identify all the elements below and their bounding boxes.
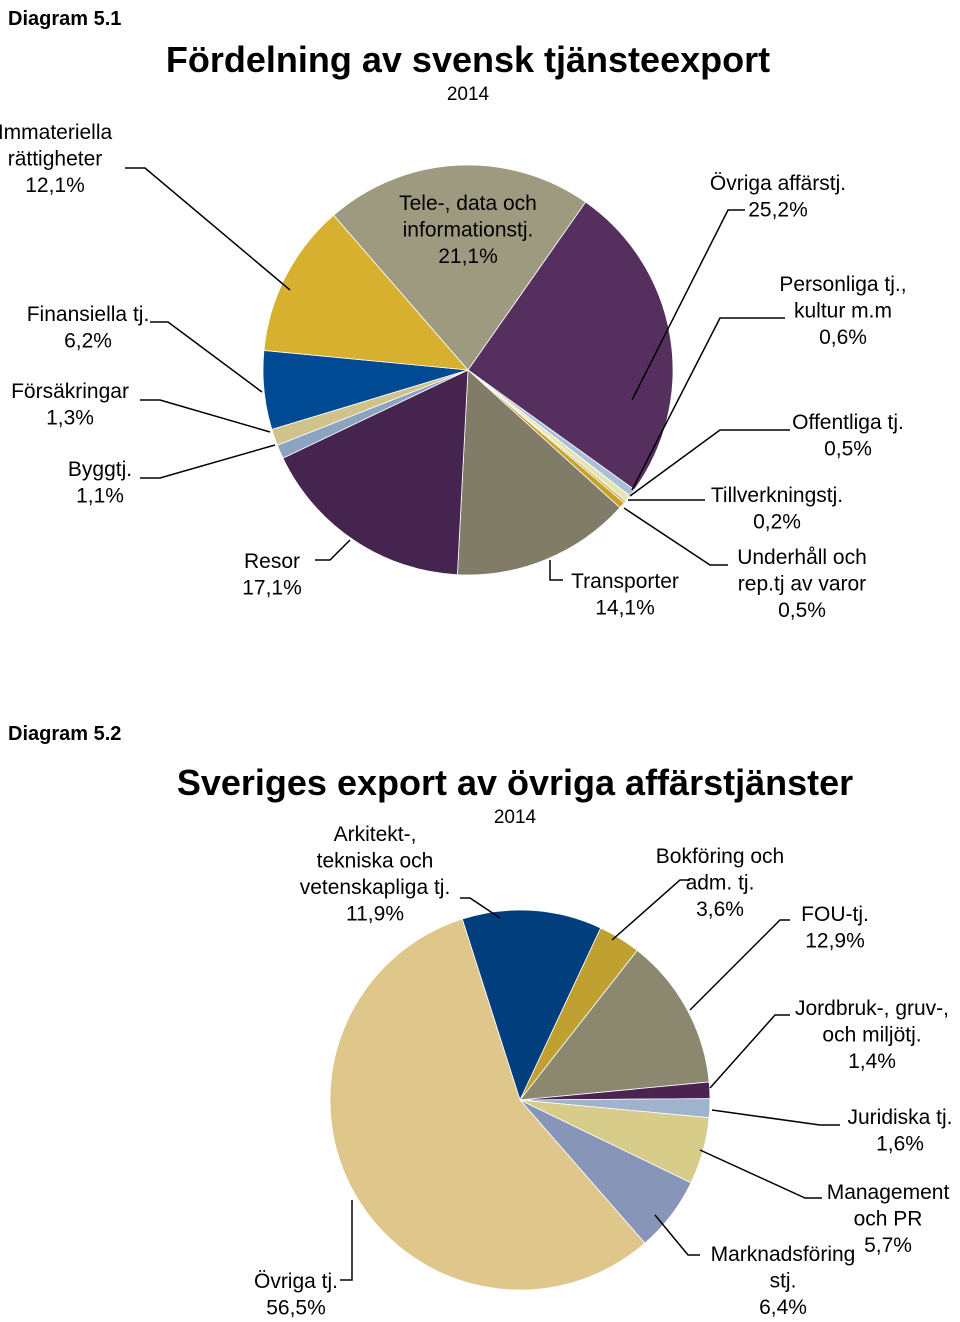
slice-label: Övriga tj.: [254, 1270, 338, 1293]
slice-label: Resor: [244, 550, 300, 573]
value-label: 1,4%: [848, 1050, 896, 1073]
pie-slice: [467, 201, 674, 491]
value-label: 17,1%: [242, 577, 302, 600]
slice-label: Personliga tj., kultur m.m: [779, 273, 906, 323]
leader-line: [711, 1109, 840, 1126]
leader-line: [631, 209, 745, 401]
value-label: 12,1%: [25, 174, 85, 197]
value-label: 3,6%: [696, 898, 744, 921]
value-label: 5,7%: [864, 1234, 912, 1257]
leader-line: [611, 879, 690, 941]
slice-label: FOU-tj.: [801, 903, 869, 926]
slice-label: Tele-, data och informationstj.: [399, 192, 537, 242]
pie-slice: [282, 369, 469, 576]
figure-label: Diagram 5.2: [8, 723, 121, 745]
leader-line: [654, 1214, 700, 1256]
leader-line: [315, 539, 351, 561]
slice-label: Marknadsföring stj.: [711, 1243, 856, 1293]
value-label: 1,3%: [46, 407, 94, 430]
slice-label: Jordbruk-, gruv-, och miljötj.: [795, 997, 949, 1047]
slice-label: Transporter: [571, 570, 679, 593]
chart-title: Sveriges export av övriga affärstjänster: [177, 762, 853, 803]
value-label: 25,2%: [748, 199, 808, 222]
value-label: 1,6%: [876, 1133, 924, 1156]
pie-slice: [456, 369, 621, 576]
slice-label: Försäkringar: [11, 380, 129, 403]
value-label: 11,9%: [346, 903, 404, 926]
pie-slice: [333, 164, 587, 371]
pie-slice: [461, 909, 602, 1102]
value-label: 12,9%: [805, 930, 865, 953]
value-label: 0,5%: [824, 438, 872, 461]
leader-line: [460, 897, 501, 919]
leader-line: [140, 444, 276, 479]
slice-label: Immateriella rättigheter: [0, 121, 112, 171]
pie-slice: [329, 918, 646, 1291]
leader-line: [140, 399, 271, 433]
pie-slice: [263, 214, 469, 371]
leader-line: [549, 560, 563, 581]
slice-label: Tillverkningstj.: [711, 484, 843, 507]
slice-label: Övriga affärstj.: [710, 172, 846, 195]
leader-line: [125, 167, 291, 291]
slice-label: Arkitekt-, tekniska och vetenskapliga tj.: [300, 823, 451, 899]
leader-line: [631, 317, 785, 491]
slice-label: Management och PR: [827, 1181, 950, 1231]
leader-line: [709, 1014, 790, 1089]
value-label: 0,6%: [819, 326, 867, 349]
leader-line: [623, 507, 728, 566]
value-label: 56,5%: [266, 1297, 326, 1320]
leader-line: [150, 321, 263, 393]
value-label: 6,4%: [759, 1296, 807, 1319]
pie-slice: [519, 949, 710, 1101]
value-label: 0,5%: [778, 599, 826, 622]
leader-line: [629, 429, 790, 497]
value-label: 21,1%: [438, 245, 498, 268]
slice-label: Byggtj.: [68, 458, 132, 481]
leader-line: [699, 1149, 822, 1199]
value-label: 14,1%: [595, 597, 655, 620]
figure-label: Diagram 5.1: [8, 8, 121, 30]
slice-label: Juridiska tj.: [847, 1106, 952, 1129]
value-label: 1,1%: [76, 485, 124, 508]
slice-label: Finansiella tj.: [27, 303, 150, 326]
leader-line: [340, 1200, 353, 1281]
value-label: 0,2%: [753, 511, 801, 534]
value-label: 6,2%: [64, 330, 112, 353]
leader-line: [689, 919, 790, 1011]
chart-subtitle: 2014: [447, 84, 490, 105]
chart-subtitle: 2014: [494, 807, 537, 828]
slice-label: Bokföring och adm. tj.: [656, 845, 784, 895]
chart-title: Fördelning av svensk tjänsteexport: [166, 39, 770, 80]
slice-label: Underhåll och rep.tj av varor: [737, 546, 867, 596]
slice-label: Offentliga tj.: [792, 411, 904, 434]
